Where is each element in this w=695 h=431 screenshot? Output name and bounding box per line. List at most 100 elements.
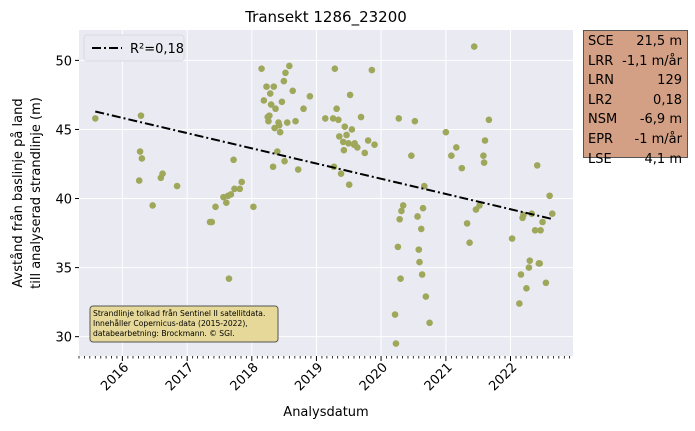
- data-point: [280, 77, 288, 85]
- data-point: [417, 225, 425, 233]
- data-point: [542, 279, 550, 287]
- data-point: [536, 260, 544, 267]
- data-point: [357, 113, 365, 121]
- data-point: [408, 152, 415, 160]
- data-point: [476, 202, 483, 209]
- data-point: [361, 149, 369, 157]
- x-tick-label: 2020: [357, 360, 391, 394]
- data-point: [258, 65, 265, 72]
- y-tick-label: 40: [55, 193, 72, 208]
- stats-row-lrn: LRN 129: [588, 71, 683, 91]
- stats-key: LR2: [588, 92, 613, 108]
- data-point: [364, 137, 372, 144]
- data-point: [416, 258, 423, 266]
- stats-key: NSM: [588, 112, 618, 128]
- plot-area: [79, 30, 573, 356]
- data-point: [270, 83, 278, 90]
- data-point: [138, 155, 146, 162]
- data-point: [306, 93, 314, 100]
- data-point: [292, 117, 299, 125]
- data-point: [548, 210, 556, 218]
- data-point: [225, 275, 233, 282]
- data-point: [466, 239, 473, 247]
- data-point: [348, 126, 356, 133]
- stats-key: SCE: [588, 34, 614, 49]
- stats-row-lse: LSE 4,1 m: [588, 150, 683, 170]
- data-point: [517, 271, 525, 278]
- data-point: [274, 148, 281, 155]
- data-point: [448, 152, 455, 160]
- data-point: [537, 226, 544, 234]
- data-point: [422, 293, 430, 300]
- data-point: [520, 211, 527, 219]
- chart-title: Transekt 1286_23200: [244, 8, 407, 27]
- data-point: [442, 128, 450, 136]
- data-point: [394, 243, 402, 251]
- data-point: [231, 185, 238, 193]
- data-point: [149, 202, 156, 209]
- data-point: [276, 128, 284, 136]
- data-point: [391, 311, 399, 318]
- data-point: [480, 159, 488, 166]
- data-point: [335, 116, 342, 124]
- data-point: [265, 117, 272, 125]
- data-point: [266, 90, 274, 97]
- data-point: [368, 66, 376, 74]
- stats-row-lrr: LRR -1,1 m/år: [588, 52, 683, 72]
- data-point: [286, 62, 293, 70]
- data-point: [340, 146, 348, 154]
- data-point: [481, 137, 489, 144]
- data-point: [275, 122, 283, 129]
- note-line-1: Strandlinje tolkad från Sentinel II sate…: [93, 309, 265, 318]
- data-point: [238, 178, 246, 186]
- data-point: [395, 115, 403, 122]
- data-point: [294, 166, 302, 173]
- data-point: [345, 139, 352, 147]
- data-point: [281, 157, 288, 165]
- data-point: [345, 181, 353, 189]
- data-point: [236, 185, 244, 193]
- data-point: [414, 213, 421, 220]
- data-point: [272, 105, 279, 113]
- note-line-3: databearbetning: Brockmann. © SGI.: [93, 329, 235, 338]
- data-point: [223, 199, 230, 206]
- y-axis-label-line-1: Avstånd från baslinje på land: [11, 98, 26, 287]
- data-point: [159, 170, 166, 177]
- data-point: [426, 319, 433, 327]
- data-point: [137, 112, 145, 119]
- y-tick-label: 50: [55, 54, 72, 69]
- data-point: [91, 115, 99, 122]
- stats-value: -1 m/år: [634, 131, 682, 147]
- data-point: [283, 119, 291, 126]
- data-point: [300, 105, 307, 113]
- data-point: [398, 207, 405, 215]
- data-point: [508, 235, 516, 242]
- data-point: [282, 69, 289, 77]
- data-point: [331, 65, 339, 72]
- data-point: [371, 141, 378, 148]
- data-point: [523, 285, 530, 292]
- stats-box: SCE 21,5 m LRR -1,1 m/år LRN 129 LR2 0,18 NS…: [583, 30, 688, 167]
- x-tick-label: 2018: [228, 360, 262, 394]
- stats-value: 0,18: [653, 92, 682, 108]
- y-axis-label-line-2: till analyserad strandlinje (m): [29, 97, 44, 289]
- stats-value: -6,9 m: [639, 112, 682, 128]
- x-tick-label: 2017: [163, 360, 197, 394]
- data-point: [337, 170, 345, 177]
- data-point: [415, 246, 423, 253]
- data-point: [321, 115, 329, 122]
- y-tick-label: 30: [55, 331, 72, 346]
- x-tick-label: 2019: [292, 360, 326, 394]
- data-point: [289, 87, 297, 95]
- trend-line: [95, 110, 554, 221]
- data-point: [173, 182, 181, 190]
- axis-ticks: 30 35 40 45 50 2016 2017 2018 2019 2020 2021 2022: [55, 54, 571, 394]
- data-point: [227, 191, 235, 198]
- data-point: [339, 138, 347, 146]
- data-point: [533, 162, 541, 169]
- x-tick-label: 2016: [98, 360, 132, 394]
- data-point: [526, 257, 534, 264]
- data-point: [397, 275, 404, 282]
- data-point: [470, 43, 478, 50]
- data-point: [453, 144, 460, 151]
